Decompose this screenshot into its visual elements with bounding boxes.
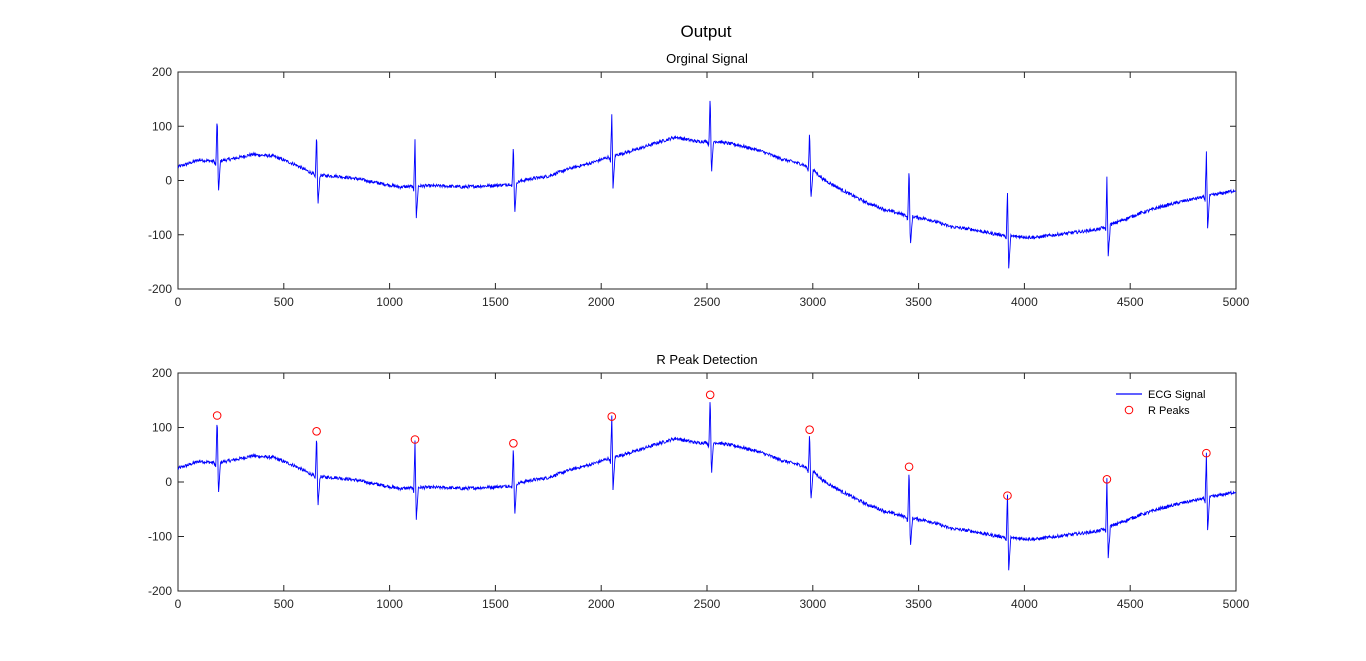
r-peak-marker <box>805 425 814 434</box>
r-peak-marker <box>212 411 222 420</box>
panel-title: R Peak Detection <box>656 352 757 367</box>
r-peak-marker <box>312 427 321 436</box>
ecg-signal-line <box>177 402 1237 571</box>
y-tick-label: 0 <box>165 174 172 188</box>
x-tick-label: 4000 <box>1011 295 1038 309</box>
r-peak-marker <box>1003 491 1012 500</box>
y-tick-label: 100 <box>152 421 172 435</box>
r-peak-marker <box>904 462 914 472</box>
x-tick-label: 500 <box>274 597 294 611</box>
x-tick-label: 2500 <box>694 295 721 309</box>
r-peak-marker <box>607 412 617 421</box>
legend: ECG Signal R Peaks <box>1116 389 1205 417</box>
y-tick-label: -200 <box>148 584 172 598</box>
x-tick-label: 2000 <box>588 295 615 309</box>
x-tick-label: 3500 <box>905 597 932 611</box>
panel-title: Orginal Signal <box>666 51 748 66</box>
x-tick-label: 5000 <box>1223 597 1250 611</box>
x-tick-label: 3000 <box>799 295 826 309</box>
x-tick-label: 5000 <box>1223 295 1250 309</box>
x-tick-label: 1000 <box>376 295 403 309</box>
y-tick-label: -100 <box>148 530 172 544</box>
y-tick-label: -100 <box>148 228 172 242</box>
axes-box <box>177 71 1237 290</box>
x-tick-label: 3000 <box>799 597 826 611</box>
legend-label-ecg: ECG Signal <box>1148 389 1205 401</box>
y-tick-label: -200 <box>148 282 172 296</box>
x-tick-label: 4500 <box>1117 295 1144 309</box>
x-tick-label: 3500 <box>905 295 932 309</box>
r-peak-marker <box>705 390 715 400</box>
x-tick-label: 0 <box>175 295 182 309</box>
ecg-signal-line <box>177 100 1237 269</box>
y-tick-label: 100 <box>152 119 172 133</box>
x-tick-label: 0 <box>175 597 182 611</box>
r-peak-marker <box>1102 474 1112 484</box>
x-tick-label: 2500 <box>694 597 721 611</box>
figure-title: Output <box>680 22 731 41</box>
x-tick-label: 2000 <box>588 597 615 611</box>
legend-label-peaks: R Peaks <box>1148 405 1190 417</box>
r-peak-marker <box>509 439 518 448</box>
x-tick-label: 1500 <box>482 597 509 611</box>
x-tick-label: 1000 <box>376 597 403 611</box>
x-tick-label: 1500 <box>482 295 509 309</box>
y-tick-label: 0 <box>165 475 172 489</box>
axes-box <box>177 372 1237 592</box>
y-tick-label: 200 <box>152 366 172 380</box>
legend-marker-swatch <box>1124 405 1134 415</box>
r-peak-marker <box>410 435 420 444</box>
x-tick-label: 4000 <box>1011 597 1038 611</box>
x-tick-label: 4500 <box>1117 597 1144 611</box>
r-peak-marker <box>1202 448 1211 458</box>
x-tick-label: 500 <box>274 295 294 309</box>
y-tick-label: 200 <box>152 65 172 79</box>
